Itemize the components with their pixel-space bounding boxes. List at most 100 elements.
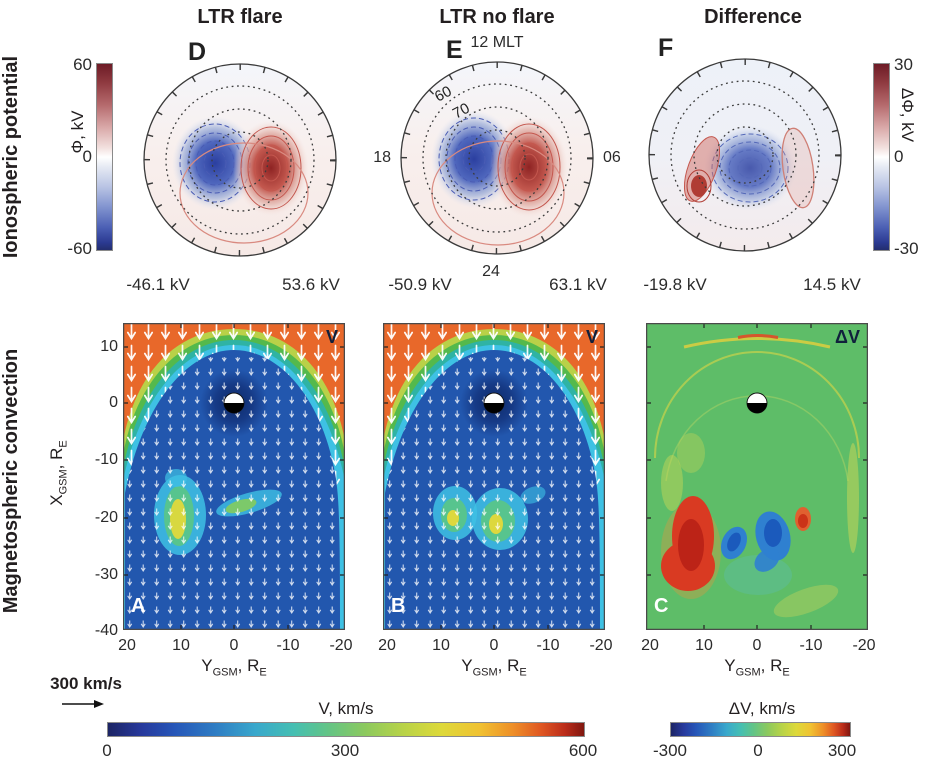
dphi-colorbar-tick-min: -30 [894,239,919,258]
v-colorbar [107,722,585,737]
row-label-ionospheric-potential: Ionospheric potential [0,55,22,259]
panel-letter-a: A [131,595,146,617]
x-axis-label-symbol: Y [201,656,213,675]
mlt-label-12: 12 MLT [470,34,524,51]
latitude-grid [165,85,315,235]
x-tick: 10 [172,637,190,654]
y-tick: -20 [94,509,118,526]
mlt-rim-ticks [649,59,841,251]
latitude-grid [422,83,572,233]
x-axis-label-units: , R [237,656,260,675]
dphi-colorbar-tick-zero: 0 [894,147,904,166]
potential-cells [172,116,309,244]
v-colorbar-tick: 300 [330,741,360,760]
panel-f-min-potential: -19.8 kV [643,275,707,294]
panel-d-max-potential: 53.6 kV [282,275,340,294]
panel-e-min-potential: -50.9 kV [388,275,452,294]
outer-potential-contour [179,142,309,244]
x-tick: 20 [118,637,136,654]
x-axis-label-units-subscript: E [782,666,790,679]
y-tick: 10 [100,338,118,355]
x-axis-label-subscript: GSM [472,666,498,679]
column-title-difference: Difference [704,6,802,28]
panel-f-max-potential: 14.5 kV [803,275,861,294]
axis-ticks [383,323,605,630]
potential-difference-cells [683,125,815,211]
y-axis-label-units: , R [47,447,66,470]
panel-e-max-potential: 63.1 kV [549,275,607,294]
earth-symbol [746,392,768,414]
dphi-colorbar [873,63,890,251]
row-label-magnetospheric-convection: Magnetospheric convection [0,348,22,614]
mlt-rim-ticks [144,64,336,256]
x-tick: 0 [489,637,499,654]
latitude-grid [670,80,820,230]
y-axis-label: XGSM, RE [47,391,70,555]
column-title-ltr-no-flare: LTR no flare [439,6,555,28]
x-tick: -10 [799,637,823,654]
x-tick: 10 [432,637,450,654]
y-tick: -10 [94,451,118,468]
difference-patches [661,433,859,618]
x-tick: 20 [641,637,659,654]
panel-letter-b: B [391,595,406,617]
axis-ticks [123,323,345,630]
convection-map-a [123,323,345,630]
convection-map-b [383,323,605,630]
polar-plot-f [648,58,842,252]
earth-symbol [223,392,245,414]
y-tick: -40 [94,622,118,639]
x-axis-label-units: , R [760,656,783,675]
polar-plot-e: 60 70 [400,61,594,255]
x-axis-label-units-subscript: E [259,666,267,679]
mlt-label-18: 18 [373,149,391,166]
phi-colorbar [96,63,113,251]
y-axis-label-subscript: GSM [57,469,70,495]
latitude-label-60: 60 [432,83,455,106]
panel-letter-d: D [188,38,207,66]
dv-colorbar-tick: 300 [827,741,857,760]
panel-letter-f: F [658,34,674,62]
mlt-label-24: 24 [482,263,500,280]
panel-a-quantity-label: V [325,327,338,347]
x-tick: 10 [695,637,713,654]
v-colorbar-tick: 0 [102,741,112,760]
mlt-label-06: 06 [603,149,621,166]
x-tick: 0 [229,637,239,654]
earth-symbol [483,392,505,414]
dv-colorbar-title: ΔV, km/s [728,699,796,718]
dv-colorbar-tick: 0 [753,741,763,760]
x-axis-label-symbol: Y [461,656,473,675]
phi-colorbar-label: Φ, kV [68,110,87,154]
y-tick: -30 [94,566,118,583]
mlt-rim-ticks [401,62,593,254]
x-axis-label-a: YGSM, RE [154,656,314,678]
panel-b-quantity-label: V [585,327,598,347]
quiver-reference-arrow-icon [62,700,104,708]
panel-letter-e: E [446,36,463,64]
x-axis-label-units: , R [497,656,520,675]
x-axis-label-subscript: GSM [735,666,761,679]
x-tick: -10 [276,637,300,654]
x-axis-label-b: YGSM, RE [414,656,574,678]
panel-c-quantity-label: ΔV [835,327,860,347]
potential-cells [431,110,568,246]
dphi-colorbar-label: ΔΦ, kV [898,87,917,143]
x-axis-label-symbol: Y [724,656,736,675]
panel-d-min-potential: -46.1 kV [126,275,190,294]
dv-colorbar-tick: -300 [652,741,688,760]
x-tick: -20 [852,637,876,654]
panel-letter-c: C [654,595,669,617]
x-axis-label-units-subscript: E [519,666,527,679]
v-colorbar-tick: 600 [568,741,598,760]
y-axis-label-symbol: X [47,494,66,506]
axis-ticks [646,323,868,630]
quiver-reference-label: 300 km/s [50,674,122,693]
y-axis-label-units-subscript: E [57,440,70,448]
polar-plot-d [143,63,337,257]
latitude-label-70: 70 [450,100,473,123]
x-tick: -20 [329,637,353,654]
x-tick: -20 [589,637,613,654]
x-tick: 0 [752,637,762,654]
